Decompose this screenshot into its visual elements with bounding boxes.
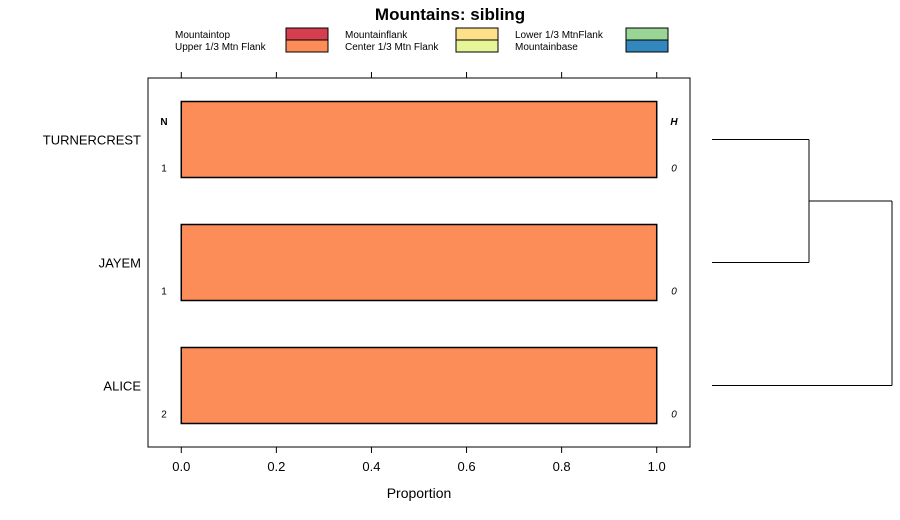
n-h-columns: N H 1 0 1 0 2 0 bbox=[160, 117, 678, 421]
x-tick-label: 0.6 bbox=[458, 459, 476, 474]
legend-swatch bbox=[455, 27, 499, 41]
h-value: 0 bbox=[671, 410, 677, 421]
n-value: 1 bbox=[161, 164, 167, 175]
bars bbox=[180, 100, 658, 425]
x-tick-label: 0.0 bbox=[172, 459, 190, 474]
h-header: H bbox=[670, 117, 678, 128]
n-value: 2 bbox=[161, 410, 167, 421]
category-label: JAYEM bbox=[99, 256, 141, 271]
plot-panel bbox=[147, 77, 691, 448]
legend-label: Mountainbase bbox=[515, 42, 578, 53]
x-tick-label: 0.8 bbox=[553, 459, 571, 474]
dendrogram bbox=[712, 139, 893, 386]
legend-swatch bbox=[625, 39, 669, 53]
legend-swatch bbox=[285, 27, 329, 41]
legend-swatch bbox=[455, 39, 499, 53]
category-label: ALICE bbox=[103, 379, 141, 394]
x-axis: 0.0 0.2 0.4 0.6 0.8 1.0 bbox=[172, 72, 666, 474]
legend-label: Center 1/3 Mtn Flank bbox=[345, 42, 439, 53]
chart-title: Mountains: sibling bbox=[375, 5, 525, 24]
h-value: 0 bbox=[671, 164, 677, 175]
bar-segment bbox=[180, 223, 658, 302]
bar-segment bbox=[180, 100, 658, 179]
bar-segment bbox=[180, 346, 658, 425]
legend-label: Mountainflank bbox=[345, 30, 408, 41]
category-label: TURNERCREST bbox=[43, 133, 141, 148]
category-labels: TURNERCREST JAYEM ALICE bbox=[43, 133, 142, 394]
legend-label: Upper 1/3 Mtn Flank bbox=[175, 42, 267, 53]
n-header: N bbox=[160, 117, 167, 128]
legend-swatch bbox=[285, 39, 329, 53]
legend-swatch bbox=[625, 27, 669, 41]
h-value: 0 bbox=[671, 287, 677, 298]
n-value: 1 bbox=[161, 287, 167, 298]
x-tick-label: 0.4 bbox=[362, 459, 380, 474]
x-axis-label: Proportion bbox=[387, 485, 452, 501]
legend-label: Lower 1/3 MtnFlank bbox=[515, 30, 604, 41]
x-tick-label: 0.2 bbox=[267, 459, 285, 474]
x-tick-label: 1.0 bbox=[648, 459, 666, 474]
legend-label: Mountaintop bbox=[175, 30, 230, 41]
